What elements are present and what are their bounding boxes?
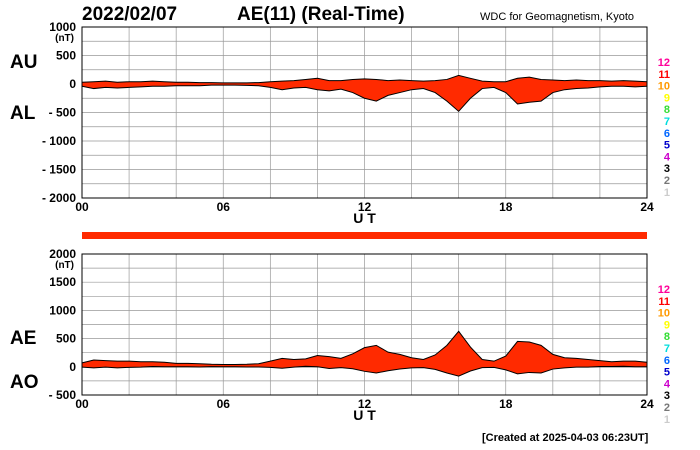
series-line-al (81, 84, 648, 113)
plot-frame (81, 26, 648, 199)
x-tick-label: 12 (358, 200, 372, 214)
y-tick-label: - 1000 (42, 134, 76, 148)
y-tick-label: 2000 (49, 247, 76, 261)
separator-bar (82, 232, 647, 239)
station-count-label: 6 (664, 128, 670, 140)
ae-label: AE (10, 328, 37, 349)
y-tick-label: - 500 (49, 106, 77, 120)
station-count-label: 12 (658, 57, 670, 69)
station-count-label: 5 (664, 367, 670, 379)
station-count-label: 8 (664, 104, 670, 116)
y-unit-label: (nT) (55, 260, 74, 271)
y-tick-label: 0 (69, 360, 76, 374)
y-tick-label: 0 (69, 77, 76, 91)
y-tick-label: - 2000 (42, 191, 76, 205)
station-count-label: 7 (664, 116, 670, 128)
ao-label: AO (10, 372, 39, 393)
station-count-label: 1 (664, 414, 670, 426)
x-tick-label: 18 (499, 397, 513, 411)
station-count-label: 9 (664, 319, 670, 331)
y-tick-label: 500 (56, 49, 76, 63)
station-count-label: 11 (658, 296, 670, 308)
chart-title: AE(11) (Real-Time) (237, 4, 405, 25)
y-tick-label: - 500 (49, 388, 77, 402)
creation-timestamp: [Created at 2025-04-03 06:23UT] (482, 432, 649, 444)
x-axis-label: U T (353, 210, 376, 226)
y-tick-label: - 1500 (42, 163, 76, 177)
station-count-label: 4 (664, 151, 671, 163)
station-count-label: 11 (658, 69, 670, 81)
station-count-label: 4 (664, 378, 671, 390)
plot-frame (81, 253, 648, 396)
station-count-label: 1 (664, 187, 670, 199)
station-count-label: 5 (664, 140, 670, 152)
x-tick-label: 06 (217, 397, 231, 411)
station-count-label: 8 (664, 331, 670, 343)
station-count-label: 7 (664, 343, 670, 355)
x-axis-label: U T (353, 407, 376, 423)
x-tick-label: 12 (358, 397, 372, 411)
x-tick-label: 18 (499, 200, 513, 214)
station-count-label: 3 (664, 390, 670, 402)
series-line-au (81, 74, 648, 84)
station-count-label: 6 (664, 355, 670, 367)
station-count-label: 9 (664, 92, 670, 104)
chart-date: 2022/02/07 (82, 4, 178, 25)
y-tick-label: 1000 (49, 20, 76, 34)
station-count-label: 3 (664, 163, 670, 175)
organization-label: WDC for Geomagnetism, Kyoto (480, 11, 635, 23)
al-label: AL (10, 103, 36, 124)
y-unit-label: (nT) (55, 33, 74, 44)
x-tick-label: 00 (75, 200, 89, 214)
series-line-ae (81, 330, 648, 366)
station-count-label: 10 (658, 81, 670, 93)
station-count-label: 2 (664, 402, 670, 414)
y-tick-label: 500 (56, 332, 76, 346)
y-tick-label: 1000 (49, 303, 76, 317)
y-tick-label: 1500 (49, 275, 76, 289)
station-count-label: 2 (664, 175, 670, 187)
x-tick-label: 24 (640, 200, 654, 214)
station-count-label: 10 (658, 308, 670, 320)
x-tick-label: 06 (217, 200, 231, 214)
x-tick-label: 00 (75, 397, 89, 411)
x-tick-label: 24 (640, 397, 654, 411)
series-line-ao (81, 365, 647, 377)
au-label: AU (10, 52, 38, 73)
station-count-label: 12 (658, 284, 670, 296)
area-band (82, 75, 647, 112)
